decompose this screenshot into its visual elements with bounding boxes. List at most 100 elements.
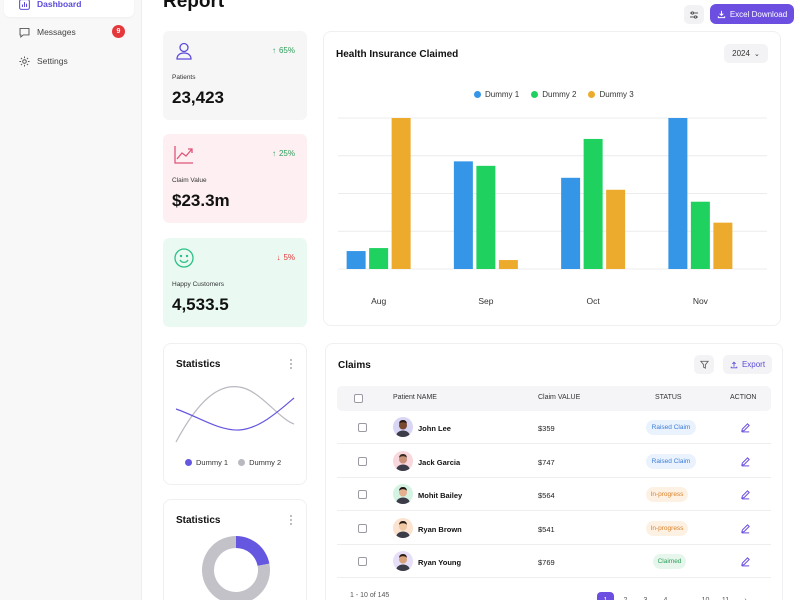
column-header: Patient NAME	[393, 394, 437, 401]
x-tick-label: Oct	[587, 296, 601, 306]
stat-card-happy-customers: ↓ 5% Happy Customers 4,533.5	[163, 238, 307, 327]
user-icon	[176, 42, 192, 60]
avatar	[393, 517, 413, 538]
column-header: STATUS	[655, 394, 682, 401]
table-row[interactable]: Mohit Bailey $564 In-progress	[337, 478, 771, 511]
insurance-chart-panel: Health Insurance Claimed 2024 ⌄ Dummy 1 …	[323, 31, 781, 326]
row-checkbox[interactable]	[358, 557, 367, 566]
claim-value: $747	[538, 457, 555, 467]
legend-swatch	[238, 459, 246, 466]
bar-chart: Aug Sep Oct Nov	[338, 117, 767, 306]
stat-card-claim-value: ↑ 25% Claim Value $23.3m	[163, 134, 307, 223]
patient-name: Ryan Young	[418, 558, 462, 567]
sidebar-item-label: Messages	[37, 27, 76, 37]
legend-item: Dummy 2	[531, 90, 576, 99]
arrow-down-icon: ↓	[276, 253, 281, 262]
page-button[interactable]: 3	[637, 592, 654, 600]
edit-icon[interactable]	[740, 489, 751, 500]
donut-chart	[202, 536, 270, 600]
stat-value: 23,423	[172, 88, 224, 107]
stat-change: ↑ 25%	[271, 149, 295, 158]
next-page-icon[interactable]: ›	[737, 592, 754, 600]
bar-dummy-1-oct	[561, 177, 581, 269]
status-badge: In-progress	[646, 520, 688, 536]
claims-title: Claims	[338, 360, 371, 371]
page-title: Report	[163, 0, 225, 12]
select-all-checkbox[interactable]	[354, 394, 363, 403]
statistics-title: Statistics	[176, 359, 221, 370]
table-row[interactable]: Jack Garcia $747 Raised Claim	[337, 445, 771, 478]
line-legend: Dummy 1 Dummy 2	[185, 458, 281, 467]
sidebar-item-dashboard[interactable]: Dashboard	[4, 0, 134, 17]
x-tick-label: Nov	[693, 296, 709, 306]
legend-item: Dummy 2	[238, 458, 281, 467]
sidebar: Dashboard Messages 9 Settings	[0, 0, 142, 600]
chart-title: Health Insurance Claimed	[336, 49, 459, 60]
sidebar-item-messages[interactable]: Messages 9	[4, 19, 134, 45]
download-icon	[717, 10, 725, 18]
avatar	[393, 417, 413, 437]
filter-settings-button[interactable]	[684, 5, 704, 24]
stat-change: ↓ 5%	[276, 253, 295, 262]
sidebar-item-settings[interactable]: Settings	[4, 48, 134, 74]
stat-card-patients: ↑ 65% Patients 23,423	[163, 31, 307, 120]
table-row[interactable]: Ryan Young $769 Claimed	[337, 545, 771, 578]
status-badge: Raised Claim	[646, 453, 696, 469]
edit-icon[interactable]	[740, 556, 751, 567]
statistics-donut-panel: Statistics	[163, 499, 307, 600]
bar-dummy-1-nov	[668, 118, 688, 269]
bar-dummy-2-oct	[583, 138, 603, 269]
export-button[interactable]: Export	[723, 355, 772, 374]
edit-icon[interactable]	[740, 422, 751, 433]
x-tick-label: Sep	[478, 296, 493, 306]
page-button[interactable]: 10	[697, 592, 714, 600]
unread-badge: 9	[112, 25, 125, 38]
status-badge: Raised Claim	[646, 420, 696, 435]
avatar	[393, 450, 413, 471]
sliders-icon	[690, 10, 698, 19]
bar-dummy-3-aug	[391, 118, 411, 269]
legend-item: Dummy 1	[474, 90, 519, 99]
excel-download-button[interactable]: Excel Download	[710, 4, 794, 24]
bar-dummy-3-nov	[713, 222, 733, 269]
bar-dummy-3-sep	[498, 260, 518, 269]
claim-value: $769	[538, 558, 555, 567]
page-button[interactable]: 4	[657, 592, 674, 600]
edit-icon[interactable]	[740, 523, 751, 534]
edit-icon[interactable]	[740, 456, 751, 467]
donut-segment	[236, 536, 270, 566]
patient-name: Mohit Bailey	[418, 491, 463, 500]
legend-item: Dummy 1	[185, 458, 228, 467]
patient-name: Ryan Brown	[418, 524, 462, 534]
table-row[interactable]: John Lee $359 Raised Claim	[337, 411, 771, 444]
year-select[interactable]: 2024 ⌄	[724, 44, 768, 63]
row-checkbox[interactable]	[358, 523, 367, 533]
filter-icon	[699, 360, 709, 369]
page-button[interactable]: 11	[717, 592, 734, 600]
donut-segment	[202, 536, 270, 600]
row-checkbox[interactable]	[358, 456, 367, 466]
table-row[interactable]: Ryan Brown $541 In-progress	[337, 512, 771, 545]
smile-icon	[174, 248, 194, 268]
row-checkbox[interactable]	[358, 490, 367, 499]
excel-download-label: Excel Download	[729, 9, 788, 19]
legend-item: Dummy 3	[588, 90, 634, 99]
page-button[interactable]: 2	[617, 592, 634, 600]
pagination-summary: 1 - 10 of 145	[350, 592, 390, 599]
bar-dummy-2-aug	[369, 248, 389, 269]
avatar	[393, 484, 413, 504]
pagination-ellipsis: ...	[677, 592, 694, 600]
patient-name: John Lee	[418, 424, 451, 433]
stat-label: Claim Value	[172, 177, 207, 184]
statistics-line-panel: Statistics Dummy 1 Dummy 2	[163, 343, 307, 485]
sidebar-item-label: Settings	[37, 56, 68, 66]
legend-swatch	[531, 91, 539, 98]
row-checkbox[interactable]	[358, 423, 367, 432]
bar-dummy-2-sep	[476, 165, 496, 269]
filter-button[interactable]	[694, 355, 714, 374]
page-button[interactable]: 1	[597, 592, 614, 600]
more-options-icon[interactable]	[290, 515, 293, 525]
more-options-icon[interactable]	[290, 359, 293, 369]
stat-value: 4,533.5	[172, 295, 229, 314]
stat-change: ↑ 65%	[271, 46, 295, 55]
